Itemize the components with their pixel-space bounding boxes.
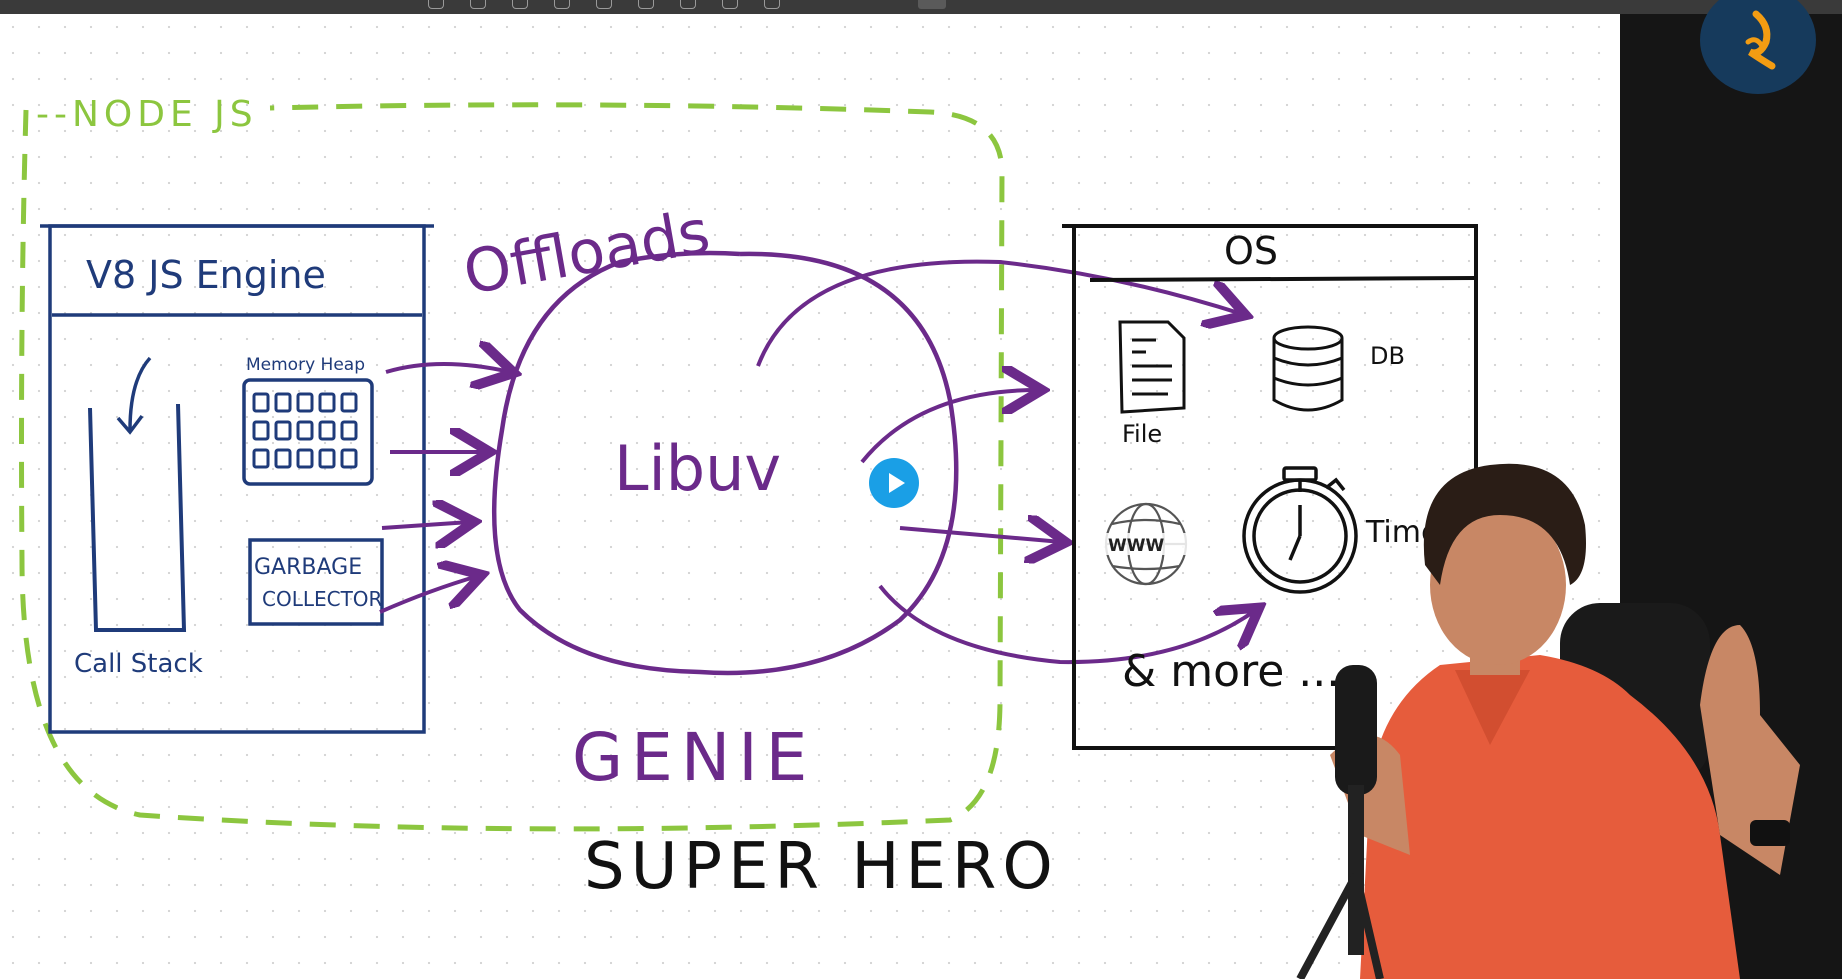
toolbar-tool-icon[interactable] <box>512 0 528 9</box>
toolbar-tool-icon[interactable] <box>596 0 612 9</box>
garbage-collector-label-1: GARBAGE <box>254 555 362 580</box>
node-js-boundary <box>19 102 1005 832</box>
db-label: DB <box>1370 342 1405 370</box>
document-icon <box>1118 320 1186 414</box>
libuv-label: Libuv <box>614 432 781 505</box>
more-label: & more ... <box>1122 646 1340 697</box>
top-toolbar <box>0 0 1842 14</box>
genie-label: GENIE <box>572 719 815 796</box>
offload-arrows <box>379 364 510 614</box>
libuv-circle <box>491 250 959 676</box>
garbage-collector-box <box>248 538 384 626</box>
toolbar-tool-icon[interactable] <box>470 0 486 9</box>
toolbar-tool-icon[interactable] <box>638 0 654 9</box>
play-button[interactable] <box>869 458 919 508</box>
file-label: File <box>1122 420 1162 448</box>
logo-icon <box>1700 0 1816 94</box>
memory-heap-label: Memory Heap <box>246 355 365 375</box>
superhero-label: SUPER HERO <box>584 830 1059 904</box>
offloads-label: Offloads <box>458 197 714 309</box>
call-stack-shape <box>88 403 187 632</box>
node-js-label: --NODE JS <box>36 94 258 135</box>
os-title: OS <box>1224 229 1278 273</box>
play-icon <box>889 473 905 493</box>
toolbar-tool-icon[interactable] <box>554 0 570 9</box>
memory-heap-box <box>242 378 374 486</box>
os-arrows <box>756 259 1256 665</box>
www-label: WWW <box>1108 536 1165 556</box>
database-icon <box>1272 325 1344 412</box>
toolbar-tool-icon[interactable] <box>428 0 444 9</box>
call-stack-label: Call Stack <box>74 649 203 679</box>
toolbar-tool-icon[interactable] <box>680 0 696 9</box>
presenter-video <box>1296 463 1800 979</box>
garbage-collector-label-2: COLLECTOR <box>262 587 383 611</box>
toolbar-tool-icon[interactable] <box>722 0 738 9</box>
v8-engine-title: V8 JS Engine <box>86 253 326 297</box>
toolbar-tool-icon[interactable] <box>764 0 780 9</box>
toolbar-button[interactable] <box>918 0 946 9</box>
stopwatch-icon <box>1242 466 1358 594</box>
